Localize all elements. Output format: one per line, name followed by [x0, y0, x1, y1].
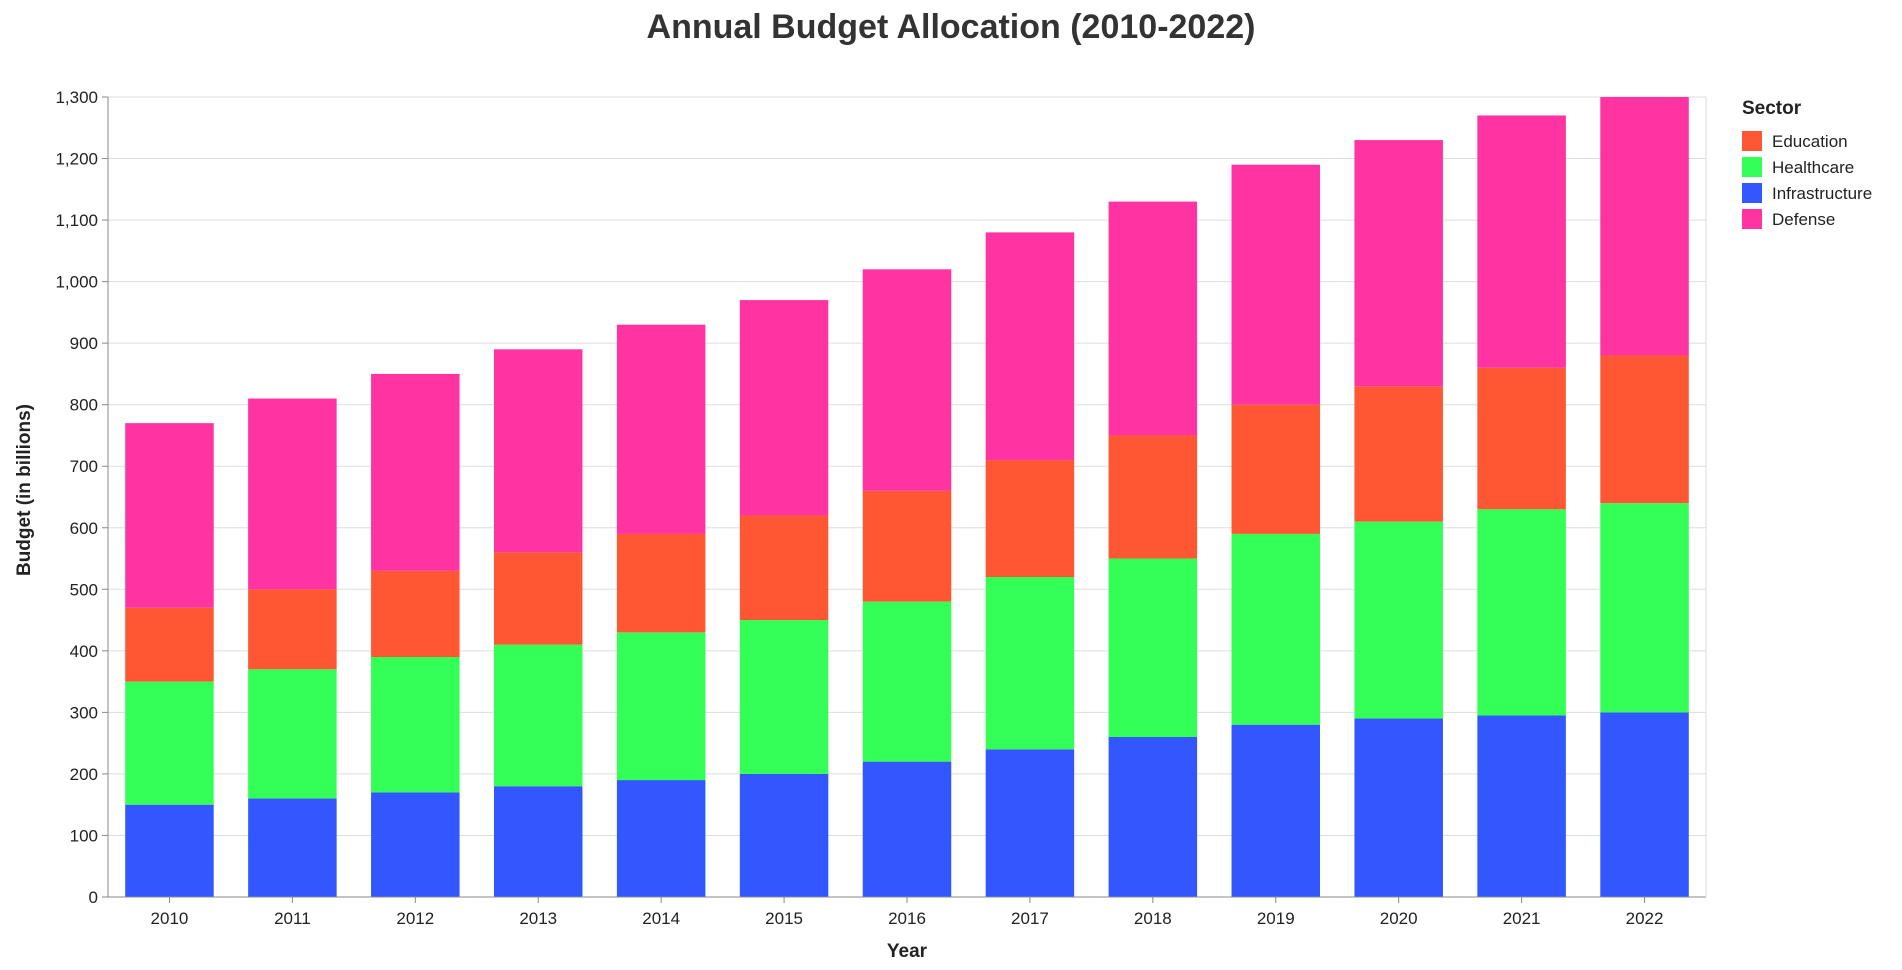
x-tick-label: 2022 [1626, 909, 1664, 928]
bar-healthcare-2022 [1600, 503, 1689, 713]
bar-defense-2013 [493, 349, 583, 553]
bar-defense-2017 [985, 232, 1075, 461]
bar-defense-2015 [739, 300, 829, 516]
x-tick-label: 2017 [1011, 909, 1049, 928]
bar-infrastructure-2019 [1231, 724, 1321, 897]
x-tick-label: 2010 [151, 909, 189, 928]
y-tick-label: 400 [70, 642, 98, 661]
y-tick-label: 600 [70, 519, 98, 538]
bar-defense-2016 [862, 269, 952, 491]
bar-healthcare-2011 [248, 669, 337, 799]
x-tick-label: 2020 [1380, 909, 1418, 928]
x-axis-title: Year [887, 941, 928, 962]
bar-defense-2020 [1354, 140, 1443, 387]
y-tick-label: 1,200 [55, 150, 98, 169]
y-tick-label: 1,000 [55, 273, 98, 292]
bar-healthcare-2016 [862, 601, 952, 762]
x-tick-label: 2013 [519, 909, 557, 928]
bar-education-2015 [739, 515, 829, 621]
bar-infrastructure-2017 [985, 749, 1075, 897]
legend-label-defense: Defense [1772, 210, 1835, 229]
bar-healthcare-2019 [1231, 533, 1321, 725]
x-tick-label: 2019 [1257, 909, 1295, 928]
y-tick-label: 500 [70, 580, 98, 599]
bar-education-2022 [1600, 355, 1689, 504]
y-tick-label: 100 [70, 826, 98, 845]
y-tick-label: 1,300 [55, 88, 98, 107]
bar-infrastructure-2021 [1477, 715, 1566, 897]
bar-defense-2014 [616, 324, 706, 534]
y-tick-label: 0 [89, 888, 98, 907]
bar-infrastructure-2018 [1108, 737, 1198, 897]
bar-infrastructure-2010 [125, 804, 214, 897]
bar-defense-2011 [248, 398, 337, 590]
bar-healthcare-2014 [616, 632, 706, 781]
bar-healthcare-2012 [371, 657, 460, 793]
bar-healthcare-2017 [985, 577, 1075, 750]
legend: Sector Education Healthcare Infrastructure… [1742, 98, 1872, 229]
bar-infrastructure-2013 [493, 786, 583, 897]
bar-education-2012 [371, 570, 460, 657]
x-tick-label: 2014 [642, 909, 680, 928]
bar-infrastructure-2020 [1354, 718, 1443, 897]
bar-infrastructure-2022 [1600, 712, 1689, 897]
y-tick-label: 1,100 [55, 211, 98, 230]
legend-label-healthcare: Healthcare [1772, 158, 1854, 177]
bar-infrastructure-2011 [248, 798, 337, 897]
bar-education-2021 [1477, 367, 1566, 510]
bar-healthcare-2021 [1477, 509, 1566, 716]
x-tick-label: 2015 [765, 909, 803, 928]
y-tick-label: 800 [70, 396, 98, 415]
legend-swatch-healthcare [1742, 157, 1762, 177]
bar-healthcare-2010 [125, 681, 214, 805]
legend-label-infrastructure: Infrastructure [1772, 184, 1872, 203]
y-axis-title: Budget (in billions) [14, 404, 35, 576]
y-tick-label: 200 [70, 765, 98, 784]
legend-swatch-education [1742, 131, 1762, 151]
bar-healthcare-2020 [1354, 521, 1443, 719]
chart-title: Annual Budget Allocation (2010-2022) [647, 8, 1256, 46]
bar-defense-2018 [1108, 201, 1198, 436]
legend-label-education: Education [1772, 132, 1848, 151]
bar-education-2010 [125, 607, 214, 682]
bar-infrastructure-2014 [616, 780, 706, 897]
bar-defense-2019 [1231, 164, 1321, 405]
bars [125, 97, 1689, 897]
bar-education-2016 [862, 490, 952, 602]
x-tick-label: 2021 [1503, 909, 1541, 928]
y-tick-label: 300 [70, 703, 98, 722]
bar-education-2020 [1354, 386, 1443, 522]
bar-education-2013 [493, 552, 583, 645]
x-tick-label: 2016 [888, 909, 926, 928]
bar-defense-2021 [1477, 115, 1566, 368]
bar-defense-2022 [1600, 97, 1689, 356]
x-tick-label: 2012 [396, 909, 434, 928]
bar-healthcare-2013 [493, 644, 583, 787]
bar-healthcare-2018 [1108, 558, 1198, 737]
y-tick-label: 700 [70, 457, 98, 476]
y-tick-label: 900 [70, 334, 98, 353]
bar-healthcare-2015 [739, 620, 829, 774]
bar-education-2014 [616, 533, 706, 633]
x-tick-label: 2011 [274, 909, 311, 928]
x-tick-label: 2018 [1134, 909, 1172, 928]
bar-infrastructure-2015 [739, 773, 829, 897]
legend-swatch-defense [1742, 209, 1762, 229]
bar-defense-2010 [125, 423, 214, 608]
legend-title: Sector [1742, 98, 1802, 119]
bar-defense-2012 [371, 373, 460, 571]
bar-education-2017 [985, 460, 1075, 577]
bar-infrastructure-2016 [862, 761, 952, 897]
axes: 0 100 200 300 400 500 600 700 800 900 1,000 1,100 1,… [55, 88, 1707, 928]
legend-swatch-infrastructure [1742, 183, 1762, 203]
bar-education-2011 [248, 589, 337, 670]
bar-education-2019 [1231, 404, 1321, 534]
bar-education-2018 [1108, 435, 1198, 559]
bar-infrastructure-2012 [371, 792, 460, 897]
